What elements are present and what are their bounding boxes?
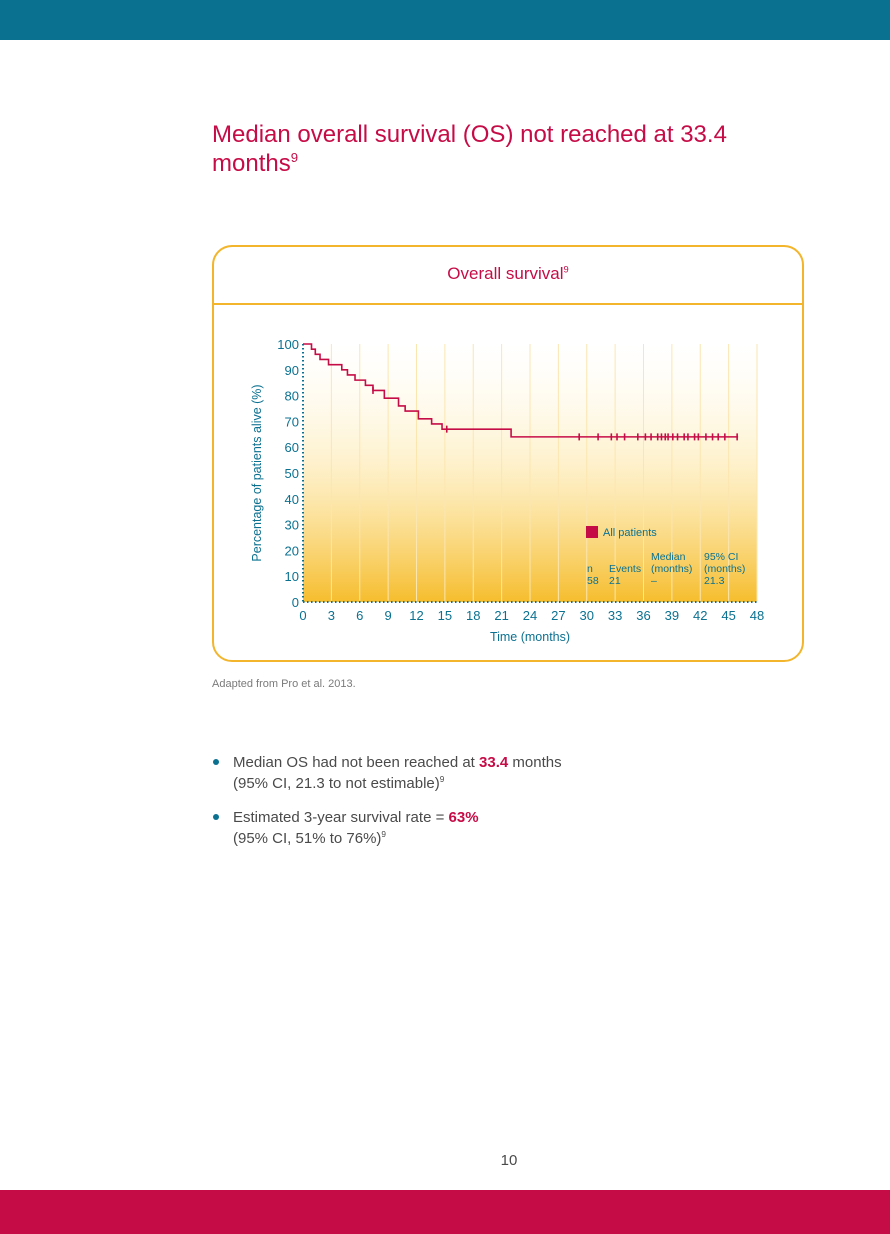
chart-title: Overall survival9 [214, 264, 802, 284]
footer-band [0, 1190, 890, 1234]
legend-label: All patients [603, 527, 657, 539]
legend-stat-header: Events [609, 563, 641, 575]
chart-panel: 0 10 20 30 40 50 60 70 80 90 100 0 3 6 9 12 15 18 21 24 27 30… [212, 245, 804, 662]
x-tick-label: 6 [356, 608, 363, 623]
x-tick-label: 45 [721, 608, 735, 623]
finding-detail: (95% CI, 51% to 76%) [233, 830, 382, 847]
x-tick-label: 48 [750, 608, 764, 623]
y-tick-label: 90 [285, 363, 299, 378]
x-tick-label: 15 [438, 608, 452, 623]
y-tick-label: 100 [277, 337, 299, 352]
finding-text-end: months [508, 754, 562, 771]
finding-text: Median OS had not been reached at [233, 754, 480, 771]
y-tick-label: 70 [285, 414, 299, 429]
finding-survival-rate: Estimated 3-year survival rate = 63% (95… [212, 807, 672, 849]
y-tick-label: 40 [285, 492, 299, 507]
y-tick-label: 10 [285, 569, 299, 584]
x-tick-label: 36 [636, 608, 650, 623]
x-tick-label: 42 [693, 608, 707, 623]
x-tick-label: 24 [523, 608, 537, 623]
page-title: Median overall survival (OS) not reached… [212, 120, 772, 178]
y-tick-label: 0 [292, 595, 299, 610]
y-axis-label: Percentage of patients alive (%) [250, 384, 264, 561]
finding-reference: 9 [381, 830, 386, 839]
legend-stat-header: 95% CI (months) [704, 551, 745, 575]
finding-text: Estimated 3-year survival rate = [233, 809, 449, 826]
y-tick-label: 60 [285, 440, 299, 455]
legend-stat-value: 58 [587, 575, 599, 587]
finding-reference: 9 [439, 775, 445, 784]
key-findings-list: Median OS had not been reached at 33.4 m… [212, 752, 672, 862]
legend-stat-value: 21 [609, 575, 621, 587]
x-tick-label: 12 [409, 608, 423, 623]
x-tick-label: 33 [608, 608, 622, 623]
x-tick-label: 39 [665, 608, 679, 623]
finding-median-os: Median OS had not been reached at 33.4 m… [212, 752, 672, 794]
y-tick-label: 30 [285, 518, 299, 533]
x-tick-label: 30 [580, 608, 594, 623]
x-tick-label: 18 [466, 608, 480, 623]
finding-detail: (95% CI, 21.3 to not estimable) [233, 775, 440, 792]
bullet-dot-icon [213, 759, 219, 765]
header-band [0, 0, 890, 40]
x-tick-label: 0 [299, 608, 306, 623]
legend-stat-value: – [651, 575, 657, 587]
page-title-text: Median overall survival (OS) not reached… [212, 121, 727, 177]
x-tick-label: 3 [328, 608, 335, 623]
finding-highlight: 33.4 [479, 754, 509, 771]
legend-swatch [586, 526, 598, 538]
finding-highlight: 63% [448, 809, 479, 826]
legend-stat-header: n [587, 563, 593, 575]
source-note: Adapted from Pro et al. 2013. [212, 678, 356, 690]
title-reference: 9 [290, 150, 299, 165]
chart-title-reference: 9 [563, 264, 569, 275]
legend-stat-header: Median (months) [651, 551, 692, 575]
legend-stat-value: 21.3 [704, 575, 725, 587]
x-tick-label: 27 [551, 608, 565, 623]
x-tick-label: 21 [494, 608, 508, 623]
page-number: 10 [500, 1152, 518, 1169]
chart-title-text: Overall survival [447, 264, 564, 283]
x-tick-label: 9 [385, 608, 392, 623]
survival-curve [303, 343, 739, 438]
y-tick-label: 50 [285, 466, 299, 481]
y-tick-label: 20 [285, 543, 299, 558]
y-tick-label: 80 [285, 389, 299, 404]
chart-header: Overall survival9 [214, 247, 802, 305]
x-axis-label: Time (months) [490, 630, 570, 644]
bullet-dot-icon [213, 814, 219, 820]
